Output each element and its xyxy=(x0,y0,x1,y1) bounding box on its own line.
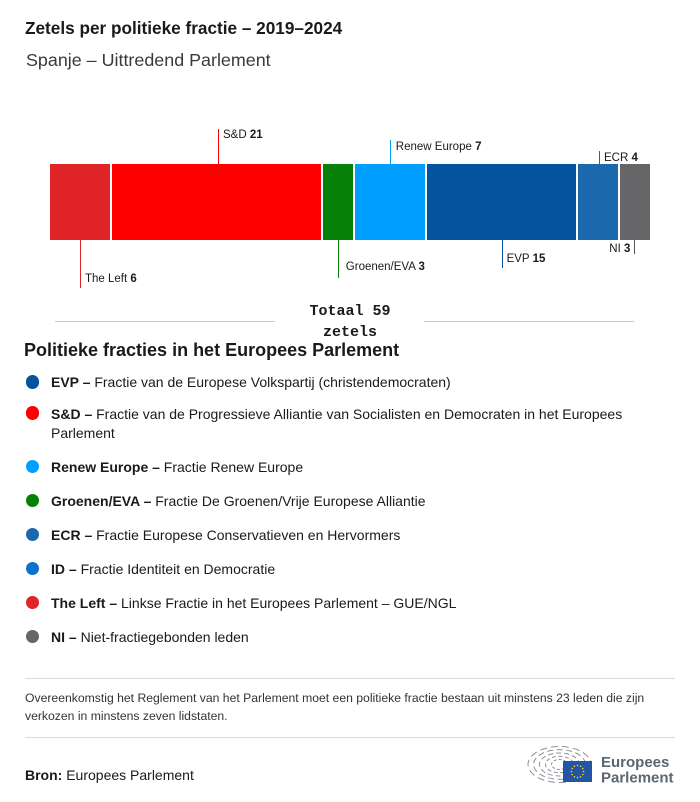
svg-text:Parlement: Parlement xyxy=(601,769,674,786)
svg-text:Europees: Europees xyxy=(601,754,669,771)
